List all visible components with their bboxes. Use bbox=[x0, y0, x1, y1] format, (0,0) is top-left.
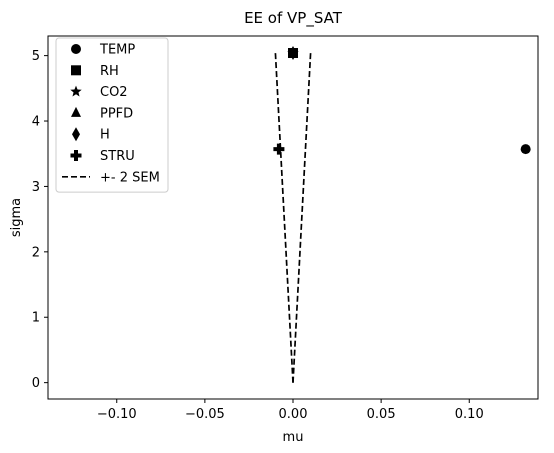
y-tick-label: 4 bbox=[32, 115, 40, 130]
legend-label: H bbox=[100, 128, 110, 143]
legend-label: STRU bbox=[100, 149, 135, 164]
y-tick-label: 5 bbox=[32, 49, 40, 64]
legend-label: PPFD bbox=[100, 106, 133, 121]
y-tick-label: 1 bbox=[32, 311, 40, 326]
point-temp bbox=[521, 144, 531, 154]
y-axis-label: sigma bbox=[9, 198, 24, 237]
y-tick-label: 0 bbox=[32, 376, 40, 391]
x-tick-label: 0.00 bbox=[279, 407, 308, 422]
x-tick-label: 0.05 bbox=[367, 407, 396, 422]
y-tick-label: 3 bbox=[32, 180, 40, 195]
x-axis: −0.10 −0.05 0.00 0.05 0.10 bbox=[97, 399, 484, 422]
plot-area bbox=[273, 46, 530, 383]
y-tick-label: 2 bbox=[32, 245, 40, 260]
x-tick-label: 0.10 bbox=[455, 407, 484, 422]
legend-label: TEMP bbox=[99, 43, 135, 58]
chart-title: EE of VP_SAT bbox=[244, 9, 343, 28]
x-tick-label: −0.05 bbox=[185, 407, 225, 422]
legend-label: CO2 bbox=[100, 85, 128, 100]
legend: TEMP RH CO2 PPFD H STRU +- 2 SEM bbox=[56, 38, 168, 192]
legend-marker-temp bbox=[71, 44, 81, 54]
x-axis-label: mu bbox=[283, 430, 304, 445]
point-stru bbox=[273, 144, 284, 155]
sem-band-right-line bbox=[293, 52, 311, 382]
legend-marker-rh bbox=[71, 65, 81, 75]
legend-label: +- 2 SEM bbox=[100, 170, 160, 185]
sem-band-left-line bbox=[275, 52, 293, 382]
y-axis: 0 1 2 3 4 5 bbox=[32, 49, 48, 391]
legend-label: RH bbox=[100, 64, 119, 79]
x-tick-label: −0.10 bbox=[97, 407, 137, 422]
